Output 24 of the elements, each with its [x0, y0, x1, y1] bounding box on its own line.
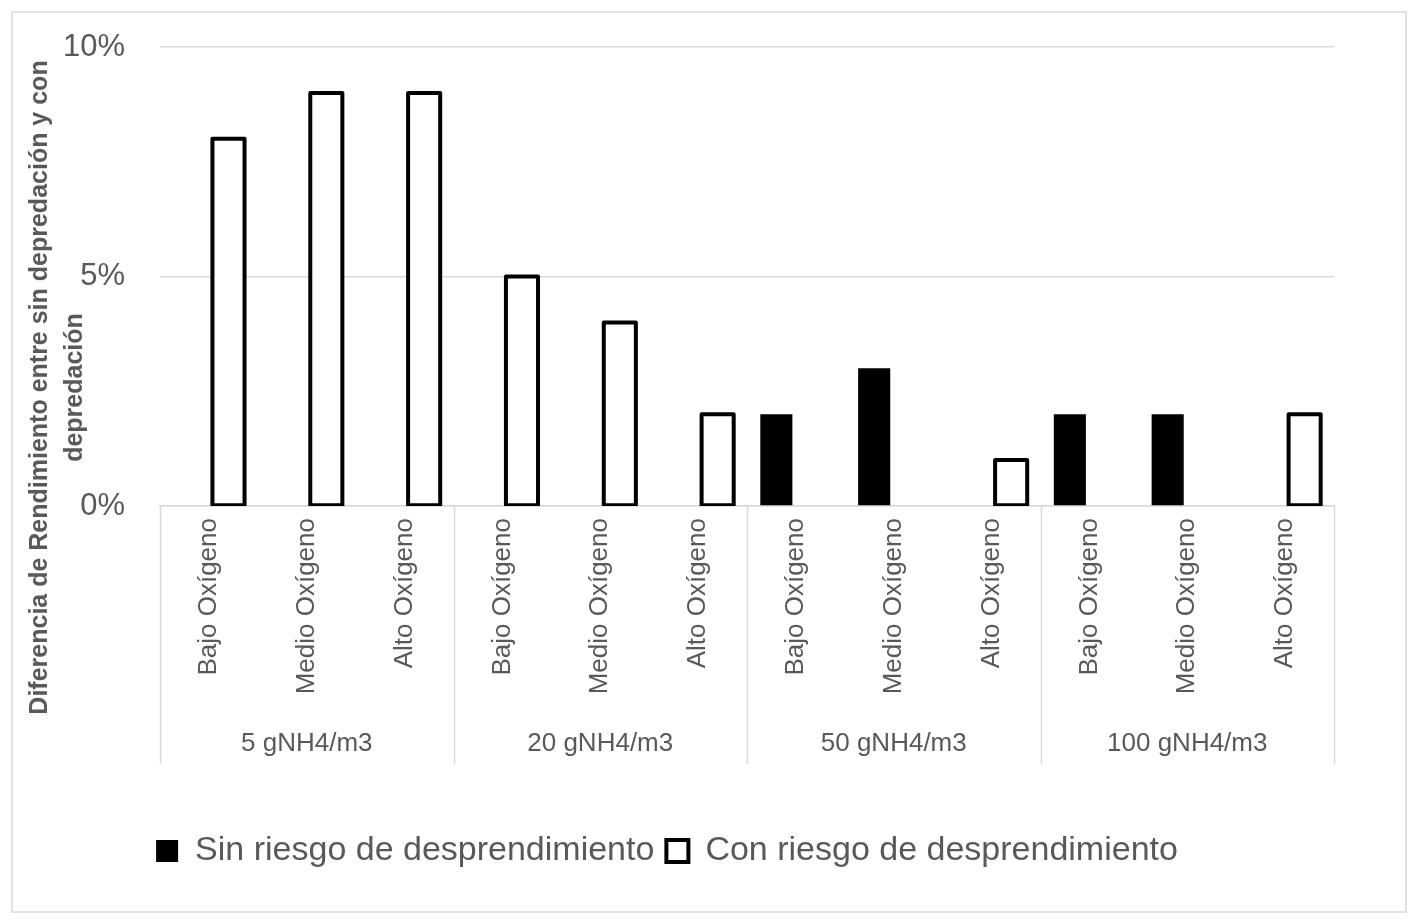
text: 5 gNH4/m3 [241, 727, 373, 758]
text: 100 gNH4/m3 [1107, 727, 1268, 758]
x-tick-label: Medio Oxígeno [876, 518, 907, 695]
x-tick-label: Medio Oxígeno [583, 518, 614, 695]
y-tick-label: 10% [62, 27, 125, 63]
text: 20 gNH4/m3 [527, 727, 674, 758]
bar [858, 368, 891, 506]
legend-label: Con riesgo de desprendimiento [705, 829, 1178, 868]
x-tick-label: Alto Oxígeno [1268, 518, 1299, 669]
y-tick-label: 5% [80, 257, 125, 293]
x-tick-label: Bajo Oxígeno [779, 518, 810, 676]
bar [760, 414, 793, 506]
x-tick-label: Medio Oxígeno [289, 518, 320, 695]
x-tick-label: Bajo Oxígeno [1072, 518, 1103, 676]
x-tick-label: Medio Oxígeno [1170, 518, 1201, 695]
x-tick-label: Alto Oxígeno [681, 518, 712, 669]
x-tick-label: Bajo Oxígeno [192, 518, 223, 676]
legend-label: Sin riesgo de desprendimiento [195, 829, 655, 868]
bar [1053, 414, 1086, 506]
text: 50 gNH4/m3 [820, 727, 967, 758]
x-tick-label: Bajo Oxígeno [485, 518, 516, 676]
x-tick-label: Alto Oxígeno [974, 518, 1005, 669]
x-tick-label: Alto Oxígeno [387, 518, 418, 669]
bar [1151, 414, 1184, 506]
